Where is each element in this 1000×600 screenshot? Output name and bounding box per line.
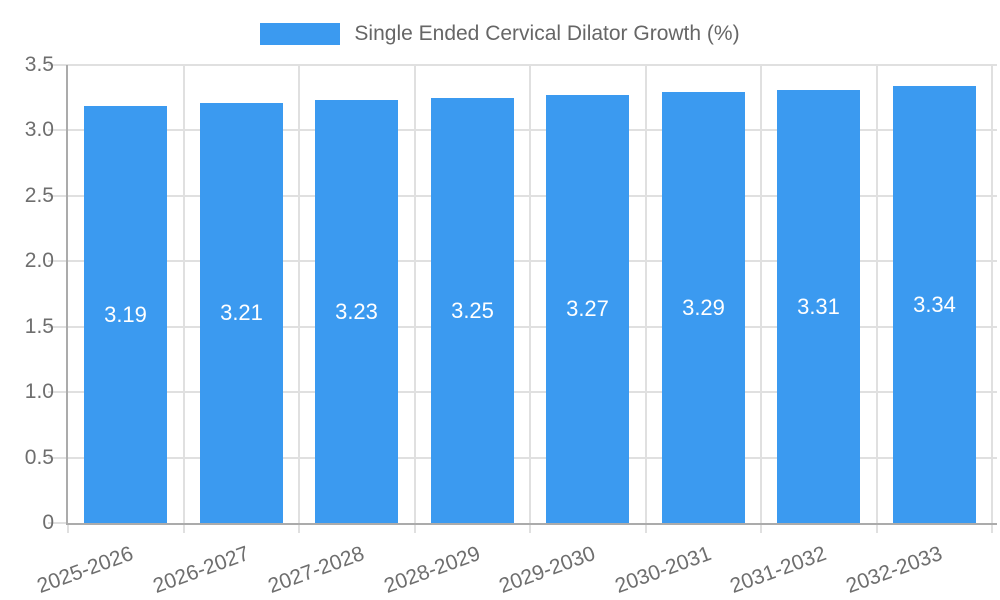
h-gridline bbox=[48, 195, 997, 197]
bar-value-label: 3.19 bbox=[104, 301, 147, 327]
bar: 3.34 bbox=[893, 86, 976, 523]
x-axis-label: 2029-2030 bbox=[496, 542, 599, 598]
x-axis-label: 2031-2032 bbox=[727, 542, 830, 598]
x-axis-tick bbox=[414, 523, 416, 533]
x-axis-tick bbox=[529, 523, 531, 533]
v-gridline bbox=[645, 65, 647, 523]
y-axis-label: 2.0 bbox=[24, 249, 54, 272]
y-axis-label: 1.0 bbox=[24, 380, 54, 403]
bar-value-label: 3.29 bbox=[682, 294, 725, 320]
v-gridline bbox=[183, 65, 185, 523]
chart-legend[interactable]: Single Ended Cervical Dilator Growth (%) bbox=[0, 22, 1000, 46]
x-axis-label: 2026-2027 bbox=[149, 542, 253, 598]
y-axis-label: 2.5 bbox=[24, 184, 54, 207]
v-gridline bbox=[414, 65, 416, 523]
bar: 3.19 bbox=[84, 106, 167, 523]
h-gridline bbox=[48, 64, 997, 66]
h-gridline bbox=[48, 129, 997, 131]
bar-value-label: 3.25 bbox=[451, 297, 494, 323]
h-gridline bbox=[48, 260, 997, 262]
bar: 3.31 bbox=[777, 90, 860, 523]
y-axis-label: 3.0 bbox=[24, 118, 54, 141]
x-axis-tick bbox=[298, 523, 300, 533]
bar: 3.29 bbox=[662, 92, 745, 523]
bar: 3.25 bbox=[431, 98, 514, 523]
v-gridline bbox=[760, 65, 762, 523]
x-axis-line bbox=[66, 523, 997, 525]
y-axis-line bbox=[66, 65, 68, 523]
bar: 3.27 bbox=[546, 95, 629, 523]
v-gridline bbox=[529, 65, 531, 523]
v-gridline bbox=[298, 65, 300, 523]
h-gridline bbox=[48, 326, 997, 328]
x-axis-tick bbox=[183, 523, 185, 533]
h-gridline bbox=[48, 391, 997, 393]
legend-swatch bbox=[260, 23, 341, 45]
y-axis-label: 0.5 bbox=[24, 446, 54, 469]
x-axis-tick bbox=[760, 523, 762, 533]
v-gridline bbox=[876, 65, 878, 523]
x-axis-tick bbox=[645, 523, 647, 533]
bar-value-label: 3.34 bbox=[913, 291, 956, 317]
x-axis-label: 2027-2028 bbox=[265, 542, 368, 598]
x-axis-tick bbox=[67, 523, 69, 533]
bar-value-label: 3.27 bbox=[566, 296, 609, 321]
x-axis-label: 2032-2033 bbox=[842, 542, 946, 598]
y-axis-label: 3.5 bbox=[24, 53, 54, 76]
bar-value-label: 3.31 bbox=[797, 293, 840, 319]
bar: 3.23 bbox=[315, 100, 398, 523]
legend-label: Single Ended Cervical Dilator Growth (%) bbox=[354, 22, 740, 45]
x-axis-tick bbox=[876, 523, 878, 533]
y-axis-label: 0 bbox=[42, 511, 54, 534]
x-axis-label: 2028-2029 bbox=[380, 542, 484, 598]
bar-value-label: 3.21 bbox=[220, 300, 263, 325]
x-axis-tick bbox=[991, 523, 993, 533]
y-axis-label: 1.5 bbox=[24, 315, 54, 338]
v-gridline bbox=[991, 65, 993, 523]
x-axis-label: 2025-2026 bbox=[34, 542, 137, 598]
plot-area: 3.19 3.21 3.23 3.25 3.27 3.29 3.31 3.34 bbox=[48, 64, 997, 533]
y-axis-tick bbox=[48, 522, 68, 524]
bar-value-label: 3.23 bbox=[335, 298, 378, 324]
bar: 3.21 bbox=[200, 103, 283, 523]
h-gridline bbox=[48, 457, 997, 459]
x-axis-label: 2030-2031 bbox=[611, 542, 715, 598]
